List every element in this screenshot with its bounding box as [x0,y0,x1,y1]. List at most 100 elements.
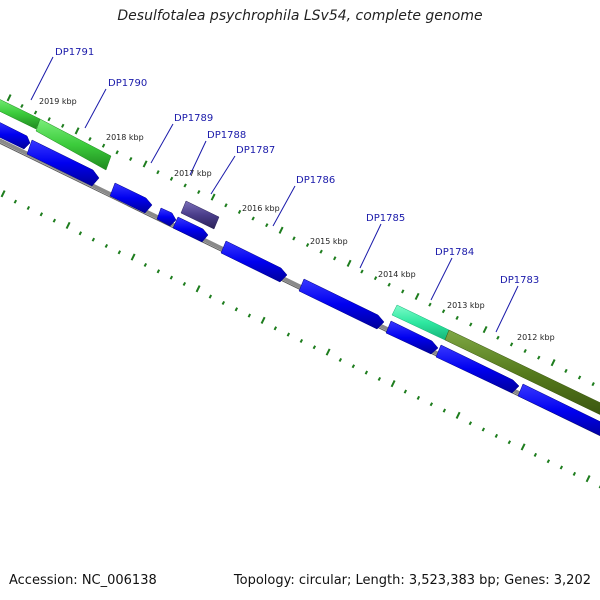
tick-mark [564,368,568,373]
tick-mark [591,382,595,387]
tick-mark [74,127,80,135]
tick-mark [346,259,352,267]
tick-mark [338,357,343,362]
tick-mark [101,143,106,148]
tick-mark [441,309,446,314]
tick-mark [482,325,488,334]
gene-label[interactable]: DP1787 [236,145,275,156]
accession-label: Accession: NC_006138 [9,573,157,588]
tick-mark [247,313,252,318]
feature-block-purple[interactable] [180,200,220,230]
gene-label[interactable]: DP1785 [366,213,405,224]
tick-mark [333,256,337,261]
genome-summary: Topology: circular; Length: 3,523,383 bp… [233,573,591,588]
tick-mark [237,209,242,214]
tick-mark [195,285,201,293]
tick-mark [273,326,278,331]
tick-mark [52,218,57,223]
gene-arrow[interactable] [156,207,177,227]
tick-mark [351,364,356,369]
tick-mark [494,433,499,438]
gene-label[interactable]: DP1791 [55,47,94,58]
tick-mark [142,160,148,168]
tick-mark [572,471,577,476]
tick-mark [373,276,378,281]
tick-mark [312,345,317,350]
kbp-label: 2014 kbp [378,270,416,279]
tick-mark [88,137,92,142]
tick-mark [104,243,109,248]
tick-mark [455,315,459,320]
kbp-label: 2015 kbp [310,237,348,246]
tick-mark [33,110,38,115]
genome-title: Desulfotalea psychrophila LSv54, complet… [117,8,483,24]
tick-mark [26,205,31,211]
tick-mark [416,395,421,400]
gene-arrow[interactable] [298,278,385,330]
inner-tick-ring [0,190,600,489]
tick-mark [182,281,187,286]
tick-mark [286,332,291,337]
gene-arrow[interactable] [517,383,600,438]
gene-label[interactable]: DP1788 [207,130,246,141]
tick-mark [585,475,591,483]
tick-mark [251,216,255,221]
kbp-label: 2019 kbp [39,97,77,106]
tick-mark [496,335,500,340]
tick-mark [390,380,396,388]
tick-mark [507,440,512,445]
gene-label[interactable]: DP1784 [435,247,474,258]
tick-mark [61,123,65,128]
feature-block-olive[interactable] [444,329,600,417]
kbp-label: 2013 kbp [447,301,485,310]
tick-mark [169,176,174,181]
gene-arrow[interactable] [385,320,439,355]
tick-mark [546,459,551,464]
gene-arrow[interactable] [26,139,100,187]
tick-mark [481,427,486,432]
gene-label[interactable]: DP1786 [296,175,335,186]
gene-arrow[interactable] [172,216,209,243]
gene-arrow[interactable] [220,240,288,283]
tick-mark [319,249,323,254]
tick-mark [387,282,391,287]
tick-mark [429,402,434,407]
tick-mark [169,275,174,280]
tick-mark [377,376,382,381]
tick-mark [143,262,148,267]
gene-labels: DP1791 DP1790 DP1789 DP1788 DP1787 DP178… [55,47,539,286]
feature-block-green-left[interactable] [0,97,41,130]
tick-mark [183,183,187,188]
outer-tick-ring [6,94,595,387]
feature-block-green[interactable] [35,118,112,171]
kbp-labels: 2019 kbp 2018 kbp 2017 kbp 2016 kbp 2015… [39,97,555,342]
feature-ring [0,97,600,417]
tick-mark [197,190,201,195]
tick-mark [20,103,24,108]
tick-mark [537,355,541,360]
kbp-label: 2017 kbp [174,169,212,178]
tick-mark [401,289,405,294]
gene-label[interactable]: DP1783 [500,275,539,286]
tick-mark [115,150,119,155]
tick-mark [305,243,310,248]
tick-mark [234,307,239,312]
tick-mark [559,465,564,470]
tick-mark [325,348,331,356]
kbp-label: 2018 kbp [106,133,144,142]
tick-mark [208,294,213,299]
gene-label[interactable]: DP1790 [108,78,147,89]
gene-label[interactable]: DP1789 [174,113,213,124]
gene-arrow[interactable] [435,344,520,394]
gene-arrow[interactable] [109,182,153,214]
tick-mark [468,421,473,426]
gene-label-leaders [30,56,519,333]
tick-mark [299,338,304,343]
tick-mark [47,117,51,122]
tick-mark [428,302,432,307]
tick-mark [156,269,161,274]
tick-mark [13,199,18,204]
tick-mark [221,300,226,305]
gene-arrow[interactable] [0,120,31,150]
